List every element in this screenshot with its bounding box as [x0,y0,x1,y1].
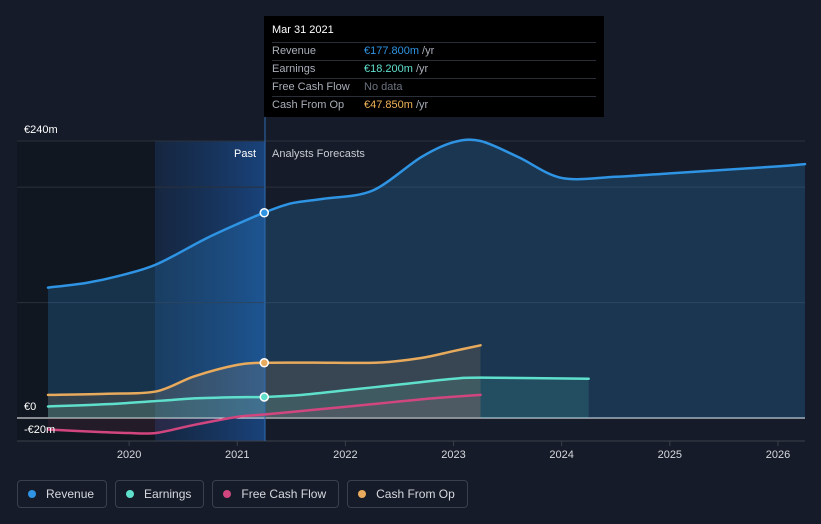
tooltip-name: Cash From Op [272,99,345,111]
legend-item-revenue[interactable]: Revenue [17,480,108,508]
marker-revenue[interactable] [259,208,270,218]
tooltip-value: €47.850m [364,99,413,111]
gridlines [17,140,805,442]
x-tick-label: 2022 [333,449,357,461]
tooltip-row-revenue: Revenue €177.800m /yr [272,42,596,60]
x-tick-label: 2026 [766,449,790,461]
tooltip-value: €18.200m [364,63,413,75]
legend-item-earnings[interactable]: Earnings [115,480,205,508]
tooltip-row-earnings: Earnings €18.200m /yr [272,60,596,78]
legend-item-cash-from-op[interactable]: Cash From Op [347,480,468,508]
marker-earnings[interactable] [259,392,270,402]
past-dark-band [17,141,155,441]
x-axis: 2020 2021 2022 2023 2024 2025 2026 [117,441,790,461]
tooltip-name: Revenue [272,45,317,57]
legend-label: Earnings [144,487,192,501]
legend-label: Revenue [46,487,95,501]
line-revenue [46,138,807,289]
legend-dot-icon [358,490,367,498]
x-tick-label: 2023 [441,449,465,461]
legend-label: Cash From Op [376,487,455,501]
tooltip-date: Mar 31 2021 [272,24,334,36]
tooltip-unit: /yr [422,45,435,57]
region-label-forecast: Analysts Forecasts [272,148,365,160]
tooltip: Mar 31 2021 Revenue €177.800m /yr Earnin… [264,16,604,117]
legend: Revenue Earnings Free Cash Flow Cash Fro… [17,480,468,508]
tooltip-name: Earnings [272,63,316,75]
past-highlight-band [155,141,265,441]
x-tick-label: 2021 [225,449,249,461]
x-tick-label: 2020 [117,449,141,461]
tooltip-row-free-cash-flow: Free Cash Flow No data [272,78,596,96]
legend-item-free-cash-flow[interactable]: Free Cash Flow [212,480,340,508]
legend-dot-icon [126,490,135,498]
tooltip-unit: /yr [415,99,429,111]
tooltip-name: Free Cash Flow [272,81,350,93]
y-label-zero: €0 [24,401,36,413]
area-revenue [48,139,805,418]
y-label-top: €240m [24,124,58,136]
marker-cash-from-op[interactable] [259,358,270,368]
legend-dot-icon [223,490,232,498]
area-earnings [48,377,589,418]
tooltip-value: No data [364,81,403,93]
line-free-cash-flow [46,393,482,435]
region-label-past: Past [234,148,256,160]
x-tick-label: 2025 [658,449,682,461]
y-label-bottom: -€20m [24,424,55,436]
x-tick-label: 2024 [549,449,573,461]
tooltip-row-cash-from-op: Cash From Op €47.850m /yr [272,96,596,114]
line-earnings [46,376,590,408]
tooltip-unit: /yr [415,63,429,75]
highlight-markers [259,208,270,402]
legend-label: Free Cash Flow [241,487,327,501]
tooltip-value: €177.800m [364,45,420,57]
legend-dot-icon [28,490,36,498]
y-axis: €240m €0 -€20m [24,124,58,436]
